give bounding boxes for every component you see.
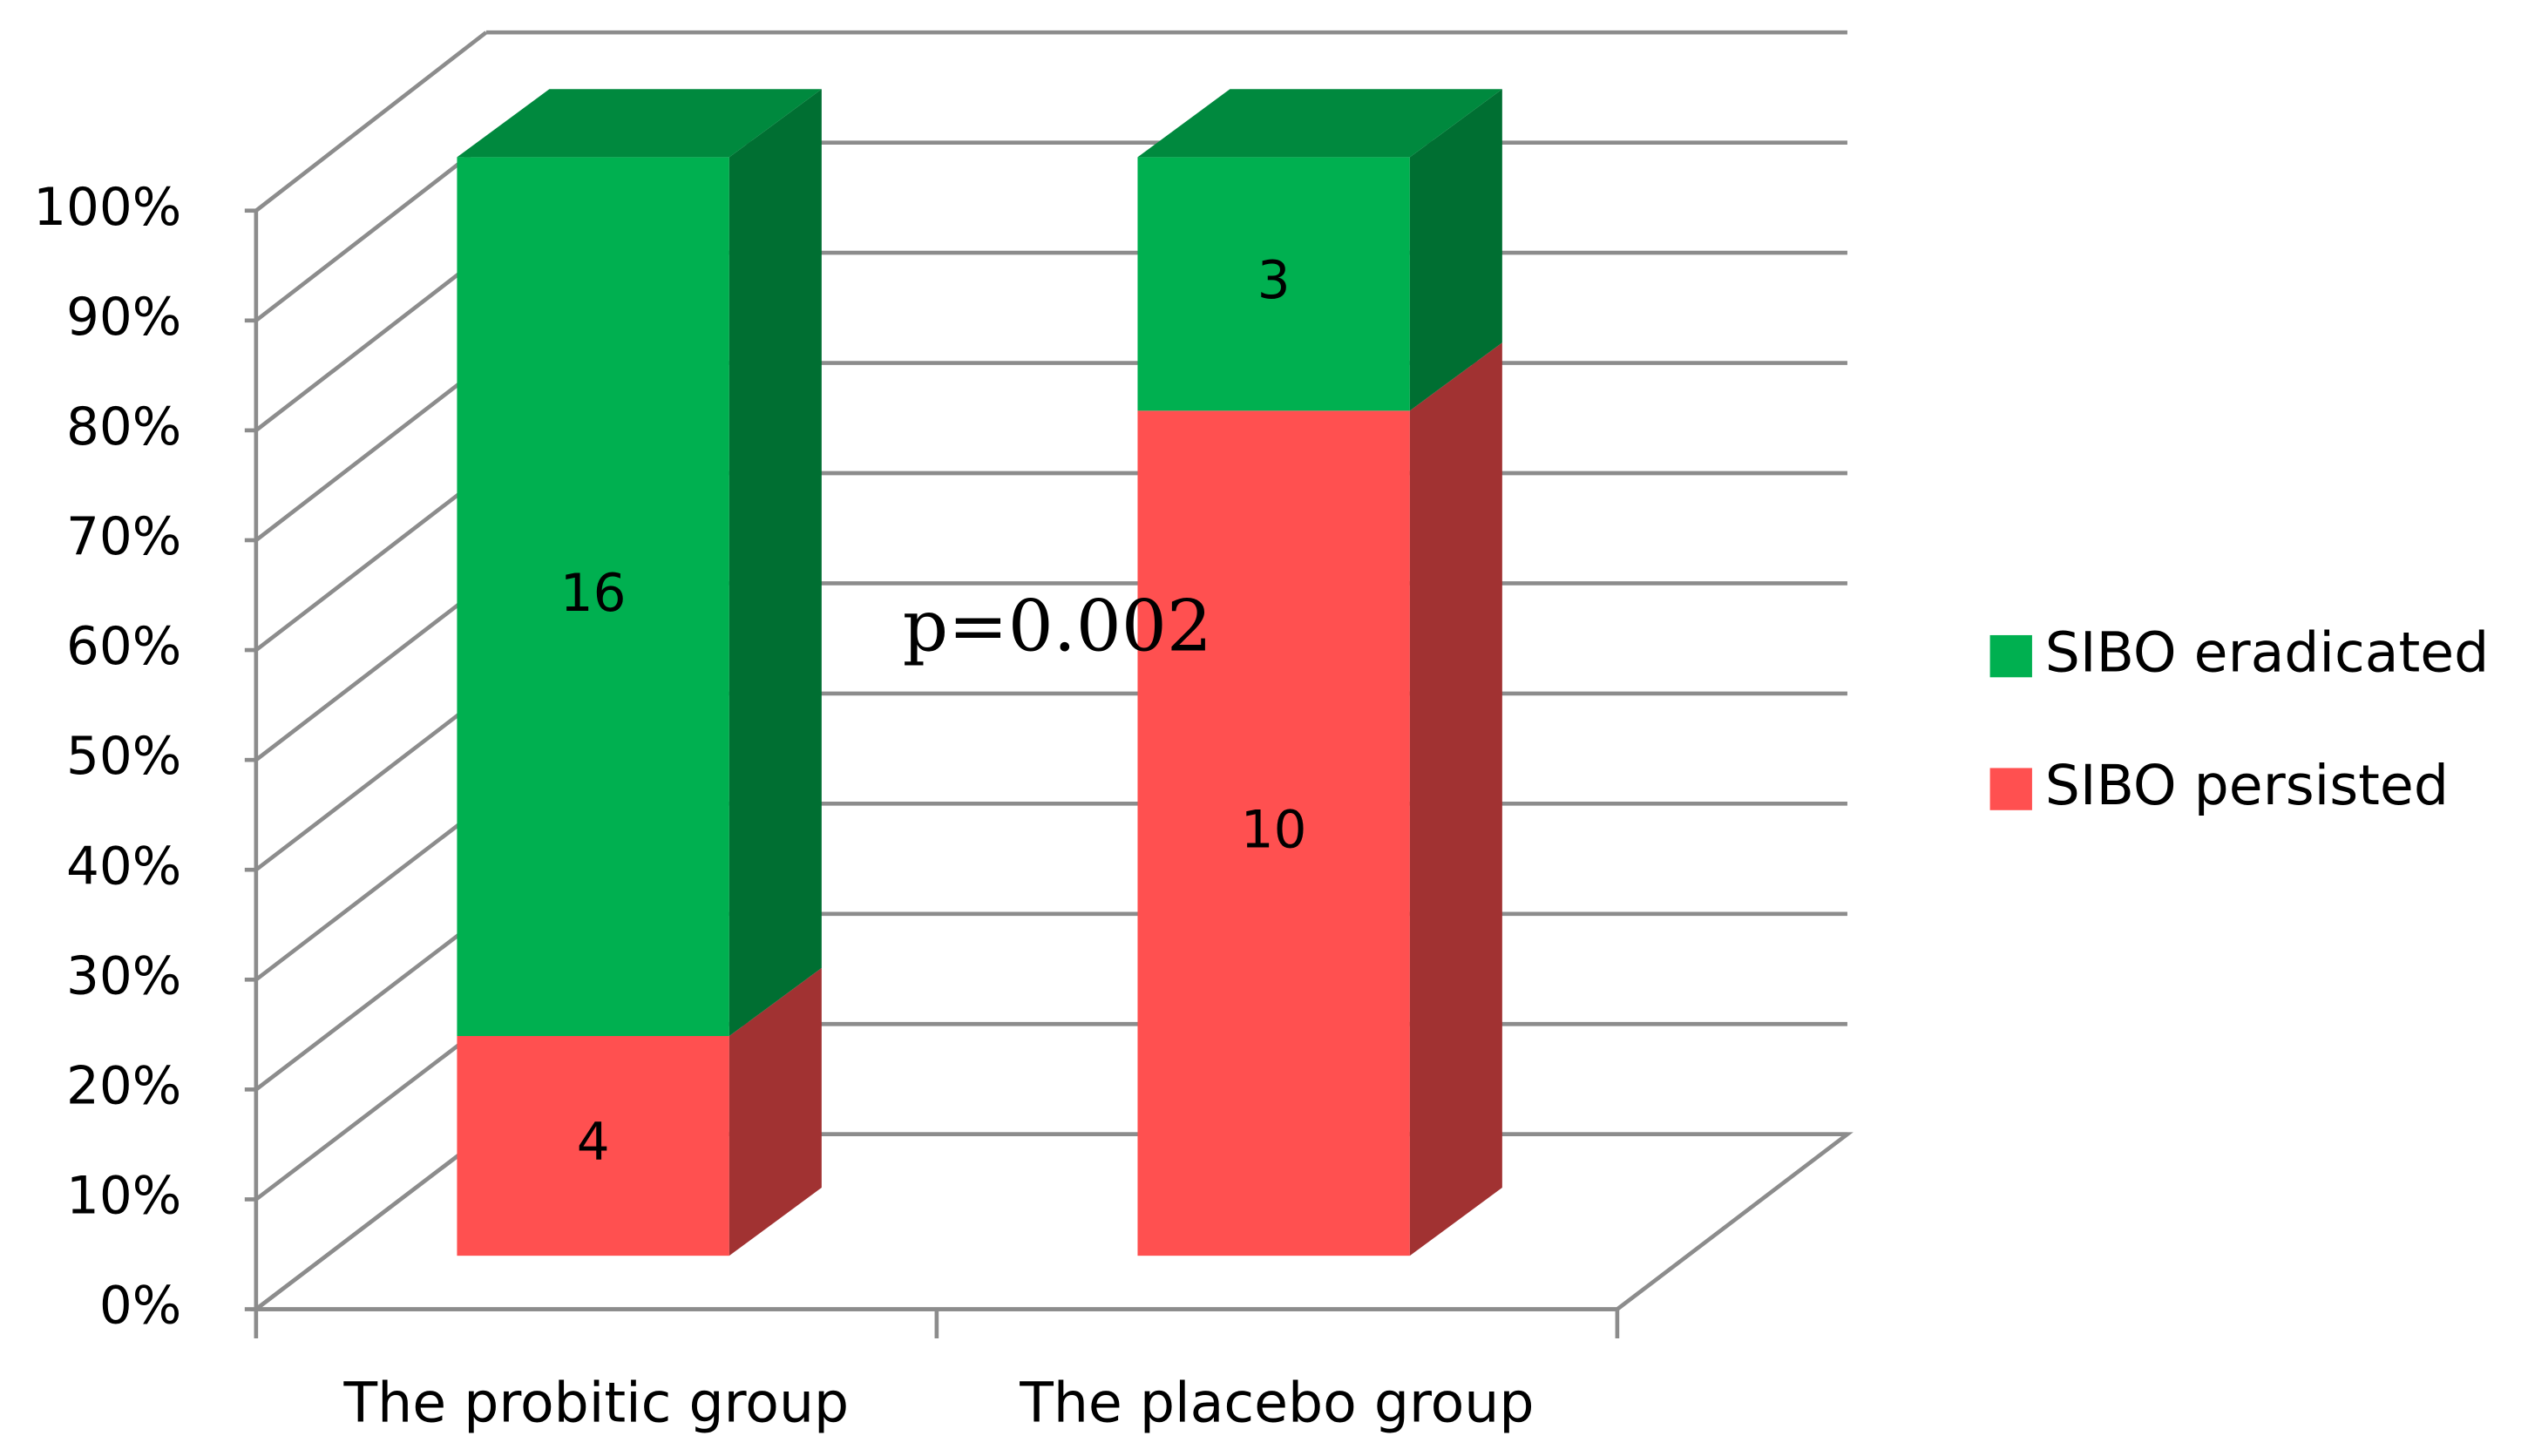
y-tick-label: 70%: [66, 507, 181, 567]
y-tick-label: 10%: [66, 1167, 181, 1227]
grid-line: [254, 471, 488, 652]
y-tick-label: 60%: [66, 617, 181, 677]
bar-segment: [457, 1036, 729, 1256]
data-label: 4: [577, 1113, 610, 1173]
legend-swatch: [1989, 634, 2032, 678]
grid-line: [254, 361, 488, 542]
data-label: 3: [1257, 251, 1291, 311]
y-tick-label: 20%: [66, 1056, 181, 1116]
legend-swatch: [1989, 768, 2032, 810]
annotation: p=0.002: [903, 586, 1212, 668]
grid-line: [254, 140, 488, 322]
legend-label: SIBO eradicated: [2045, 620, 2490, 685]
y-tick-label: 80%: [66, 397, 181, 457]
bar-top: [1137, 89, 1502, 158]
grid-line: [254, 581, 488, 762]
bar-top: [457, 89, 822, 158]
y-tick-label: 30%: [66, 946, 181, 1006]
y-tick-label: 100%: [33, 178, 181, 238]
grid-line: [254, 802, 488, 982]
grid-line: [254, 1022, 488, 1202]
y-tick-label: 0%: [99, 1277, 181, 1337]
bar-segment: [1137, 410, 1410, 1256]
legend-label: SIBO persisted: [2045, 753, 2449, 817]
bar-side: [1409, 89, 1502, 411]
bar-segment: [1137, 157, 1410, 411]
y-tick-label: 40%: [66, 836, 181, 897]
x-tick-label: The probitic group: [343, 1371, 850, 1435]
grid-line: [254, 251, 488, 432]
bar-segment: [457, 157, 729, 1037]
bar-side: [729, 967, 822, 1256]
bar-side: [729, 89, 822, 1037]
grid-line: [254, 1132, 488, 1311]
data-label: 10: [1241, 800, 1307, 860]
grid-line: [254, 692, 488, 872]
bar-side: [1409, 342, 1502, 1256]
y-tick-label: 90%: [66, 288, 181, 348]
grid-line: [254, 30, 488, 213]
y-tick-label: 50%: [66, 727, 181, 787]
grid-line: [254, 911, 488, 1092]
x-tick-label: The placebo group: [1019, 1371, 1534, 1435]
data-label: 16: [560, 564, 627, 624]
